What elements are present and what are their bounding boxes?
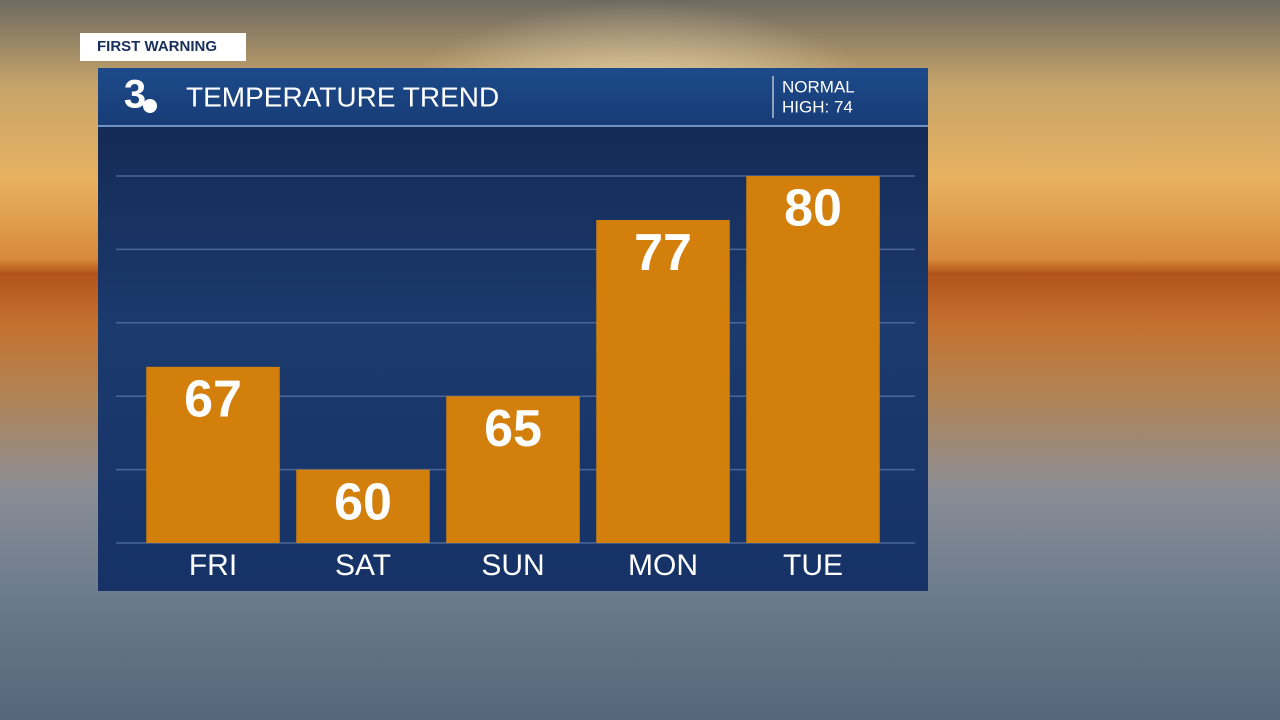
- value-label: 60: [334, 473, 392, 531]
- bar: [146, 366, 280, 543]
- x-tick-label: SUN: [481, 549, 544, 582]
- bar: [746, 176, 880, 543]
- annotation: HIGH: 74: [782, 97, 853, 116]
- chart-title: TEMPERATURE TREND: [186, 81, 499, 112]
- value-label: 80: [784, 180, 842, 238]
- badge-box: [80, 33, 246, 61]
- bar: [296, 469, 430, 543]
- value-label: 77: [634, 224, 692, 282]
- value-label: 65: [484, 400, 542, 458]
- badge: FIRST WARNING: [97, 38, 217, 55]
- value-label: 67: [184, 371, 242, 429]
- x-tick-label: TUE: [783, 549, 843, 582]
- x-tick-label: SAT: [335, 549, 391, 582]
- logo: 3: [124, 73, 146, 117]
- logo-eye: [143, 99, 157, 113]
- bar: [596, 220, 730, 544]
- x-tick-label: MON: [628, 549, 698, 582]
- annotation: NORMAL: [782, 77, 855, 96]
- bar: [446, 396, 580, 543]
- header: [98, 68, 928, 126]
- x-tick-label: FRI: [189, 549, 237, 582]
